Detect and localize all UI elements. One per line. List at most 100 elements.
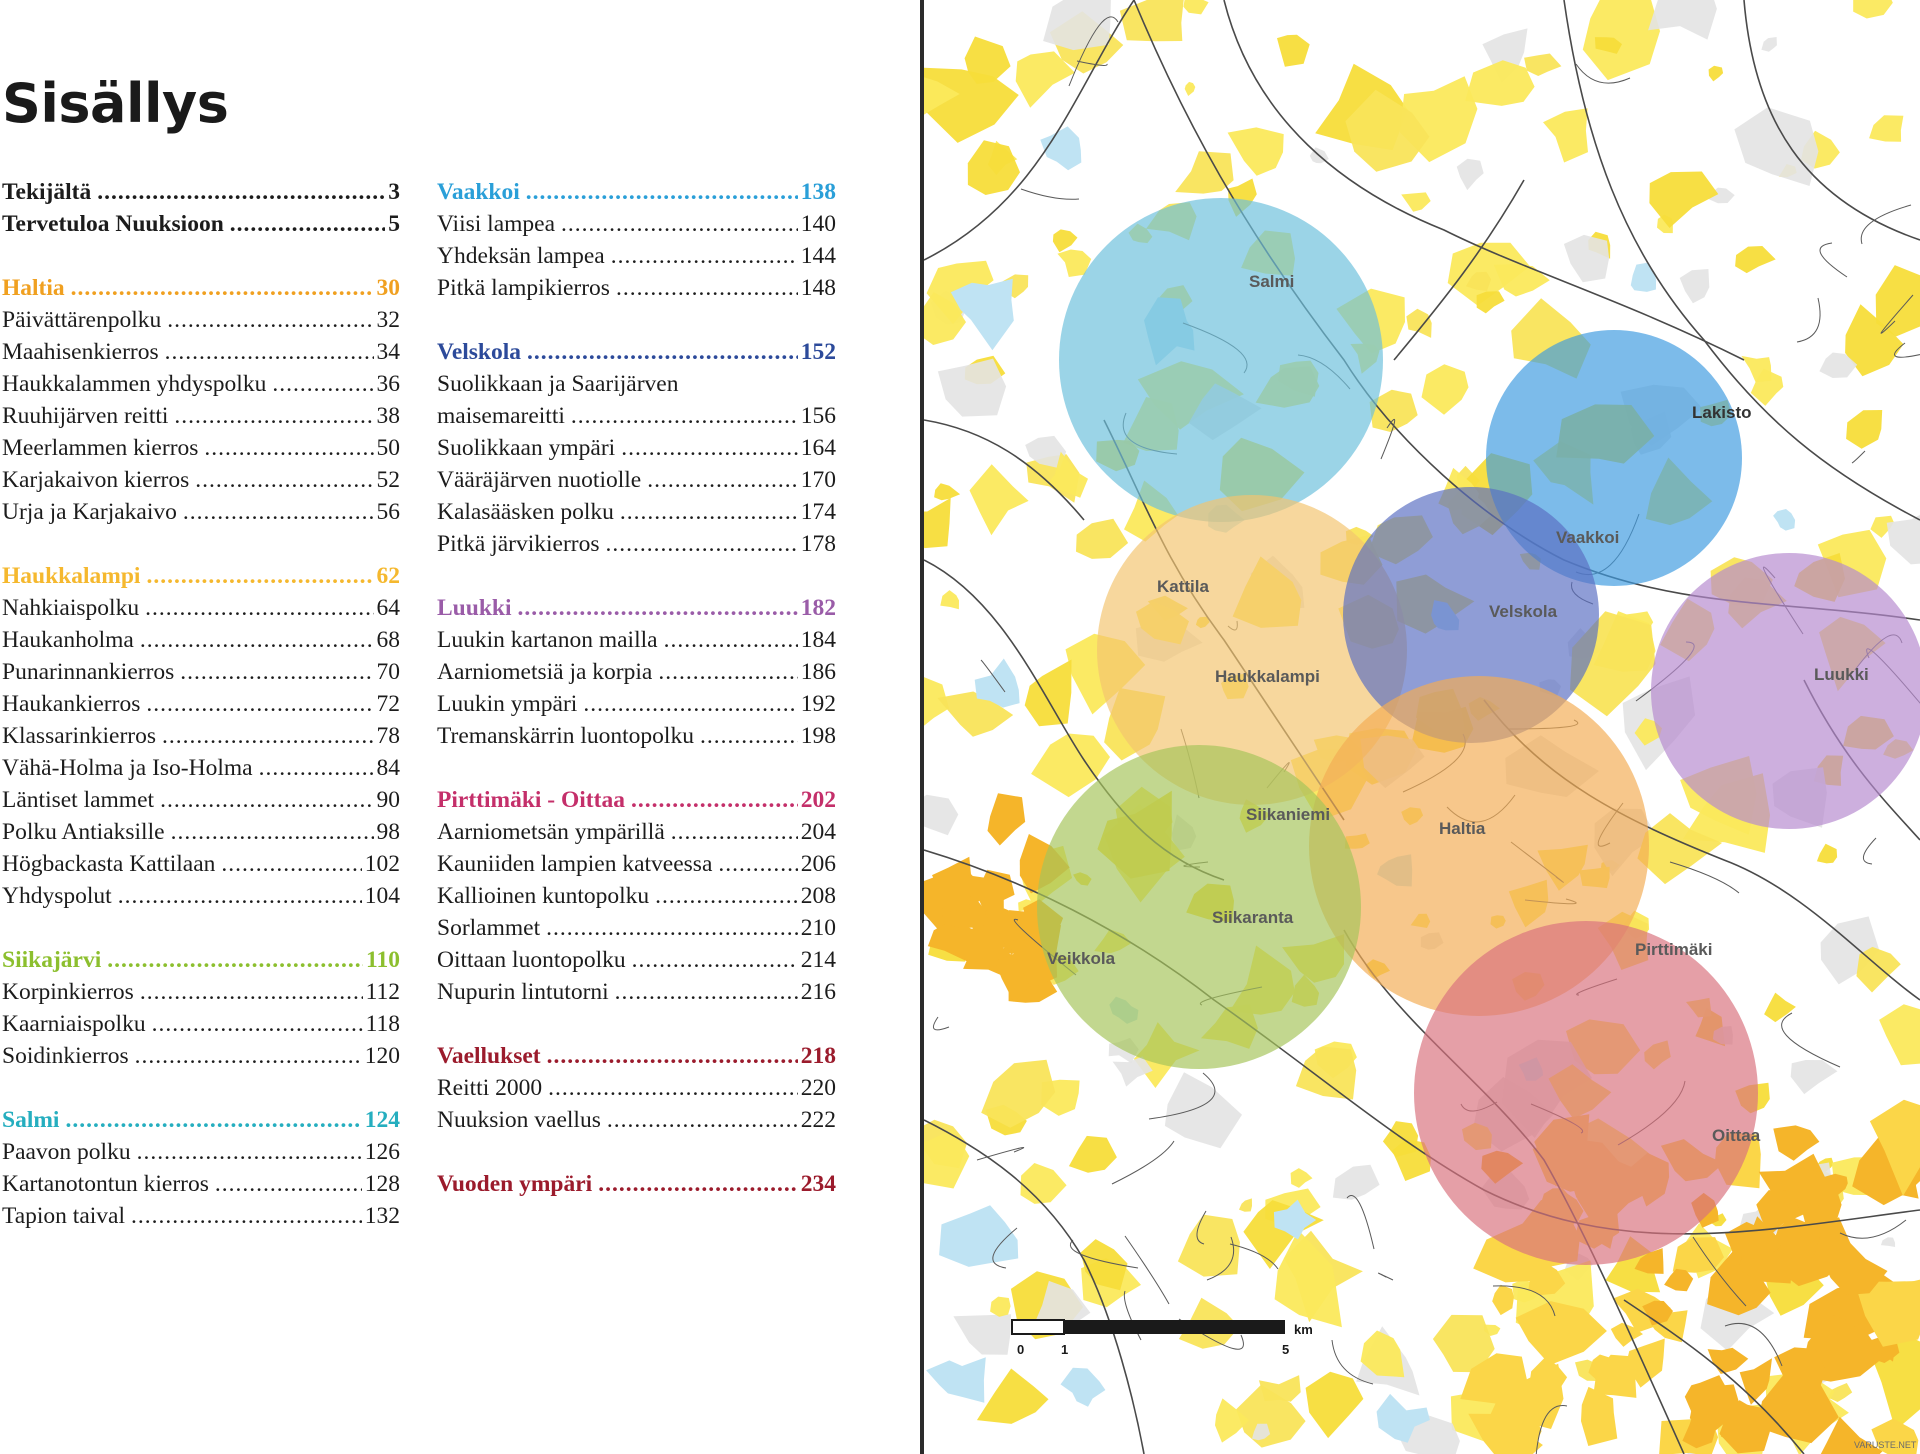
dot-leader (664, 624, 798, 656)
toc-entry-page: 124 (364, 1107, 400, 1133)
toc-entry[interactable]: Yhdeksän lampea 144 (437, 240, 836, 272)
toc-entry-page: 216 (800, 979, 836, 1005)
toc-entry[interactable]: Kauniiden lampien katveessa 206 (437, 848, 836, 880)
toc-entry[interactable]: Polku Antiaksille 98 (2, 816, 400, 848)
toc-entry-title: Paavon polku (2, 1139, 131, 1165)
toc-section-heading[interactable]: Vuoden ympäri 234 (437, 1168, 836, 1200)
toc-section: Haltia 30 Päivättärenpolku 32 Maahisenkierro… (2, 272, 400, 528)
toc-entry[interactable]: Kaarniaispolku 118 (2, 1008, 400, 1040)
toc-entry-title: Nupurin lintutorni (437, 979, 609, 1005)
toc-entry[interactable]: Luukin kartanon mailla 184 (437, 624, 836, 656)
toc-entry[interactable]: Reitti 2000 220 (437, 1072, 836, 1104)
toc-section-heading[interactable]: Vaakkoi 138 (437, 176, 836, 208)
toc-entry-title: Vääräjärven nuotiolle (437, 467, 642, 493)
toc-entry[interactable]: Vähä-Holma ja Iso-Holma 84 (2, 752, 400, 784)
dot-leader (167, 304, 373, 336)
toc-entry[interactable]: Nuuksion vaellus 222 (437, 1104, 836, 1136)
toc-entry-page: 102 (364, 851, 400, 877)
toc-entry[interactable]: Läntiset lammet 90 (2, 784, 400, 816)
toc-entry[interactable]: Vääräjärven nuotiolle 170 (437, 464, 836, 496)
toc-section-heading[interactable]: Luukki 182 (437, 592, 836, 624)
toc-entry[interactable]: Suolikkaan ja Saarijärven (437, 368, 836, 400)
toc-entry[interactable]: Kalasääsken polku 174 (437, 496, 836, 528)
map-area-circle (1414, 921, 1758, 1265)
toc-entry[interactable]: Ruuhijärven reitti 38 (2, 400, 400, 432)
toc-section-heading[interactable]: Tekijältä 3 (2, 176, 400, 208)
toc-section-heading[interactable]: Salmi 124 (2, 1104, 400, 1136)
toc-entry[interactable]: Nupurin lintutorni 216 (437, 976, 836, 1008)
toc-entry[interactable]: Soidinkierros 120 (2, 1040, 400, 1072)
toc-entry-title: Haukkalampi (2, 563, 141, 589)
toc-entry-page: 52 (376, 467, 401, 493)
toc-entry[interactable]: Nahkiaispolku 64 (2, 592, 400, 624)
toc-entry-title: Maahisenkierros (2, 339, 159, 365)
toc-entry-page: 104 (364, 883, 400, 909)
toc-entry[interactable]: maisemareitti 156 (437, 400, 836, 432)
dot-leader (131, 1200, 362, 1232)
toc-entry-title: Kauniiden lampien katveessa (437, 851, 713, 877)
toc-section-heading[interactable]: Tervetuloa Nuuksioon 5 (2, 208, 400, 240)
toc-entry-page: 132 (364, 1203, 400, 1229)
toc-section-heading[interactable]: Pirttimäki - Oittaa 202 (437, 784, 836, 816)
toc-entry[interactable]: Maahisenkierros 34 (2, 336, 400, 368)
map-place-label: Velskola (1489, 602, 1558, 621)
dot-leader (611, 240, 798, 272)
toc-entry[interactable]: Urja ja Karjakaivo 56 (2, 496, 400, 528)
toc-entry[interactable]: Suolikkaan ympäri 164 (437, 432, 836, 464)
toc-entry[interactable]: Punarinnankierros 70 (2, 656, 400, 688)
toc-entry[interactable]: Haukankierros 72 (2, 688, 400, 720)
toc-entry-page: 164 (800, 435, 836, 461)
dot-leader (272, 368, 373, 400)
toc-entry[interactable]: Pitkä lampikierros 148 (437, 272, 836, 304)
toc-entry[interactable]: Aarniometsän ympärillä 204 (437, 816, 836, 848)
toc-entry-title: Läntiset lammet (2, 787, 155, 813)
toc-entry[interactable]: Kartanotontun kierros 128 (2, 1168, 400, 1200)
dot-leader (140, 976, 363, 1008)
toc-section-heading[interactable]: Vaellukset 218 (437, 1040, 836, 1072)
toc-entry[interactable]: Haukanholma 68 (2, 624, 400, 656)
toc-entry[interactable]: Sorlammet 210 (437, 912, 836, 944)
toc-entry-page: 3 (388, 179, 400, 205)
toc-section-heading[interactable]: Haukkalampi 62 (2, 560, 400, 592)
toc-entry-page: 30 (376, 275, 401, 301)
toc-entry[interactable]: Päivättärenpolku 32 (2, 304, 400, 336)
toc-entry[interactable]: Luukin ympäri 192 (437, 688, 836, 720)
toc-entry[interactable]: Paavon polku 126 (2, 1136, 400, 1168)
dot-leader (561, 208, 798, 240)
toc-entry-title: Ruuhijärven reitti (2, 403, 169, 429)
toc-entry[interactable]: Aarniometsiä ja korpia 186 (437, 656, 836, 688)
toc-entry[interactable]: Kallioinen kuntopolku 208 (437, 880, 836, 912)
dot-leader (583, 688, 797, 720)
toc-entry[interactable]: Meerlammen kierros 50 (2, 432, 400, 464)
toc-section-heading[interactable]: Haltia 30 (2, 272, 400, 304)
map-place-label: Veikkola (1047, 949, 1116, 968)
toc-entry[interactable]: Oittaan luontopolku 214 (437, 944, 836, 976)
toc-entry-page: 220 (800, 1075, 836, 1101)
toc-entry[interactable]: Klassarinkierros 78 (2, 720, 400, 752)
toc-entry[interactable]: Pitkä järvikierros 178 (437, 528, 836, 560)
toc-entry[interactable]: Haukkalammen yhdyspolku 36 (2, 368, 400, 400)
toc-entry[interactable]: Karjakaivon kierros 52 (2, 464, 400, 496)
toc-entry-title: Tekijältä (2, 179, 92, 205)
toc-entry[interactable]: Tapion taival 132 (2, 1200, 400, 1232)
toc-entry[interactable]: Korpinkierros 112 (2, 976, 400, 1008)
toc-section-heading[interactable]: Siikajärvi 110 (2, 944, 400, 976)
toc-entry-page: 202 (800, 787, 836, 813)
toc-entry-page: 78 (376, 723, 401, 749)
toc-entry-page: 204 (800, 819, 836, 845)
toc-entry-page: 68 (376, 627, 401, 653)
toc-entry[interactable]: Viisi lampea 140 (437, 208, 836, 240)
dot-leader (107, 944, 363, 976)
toc-entry[interactable]: Högbackasta Kattilaan 102 (2, 848, 400, 880)
watermark: VARUSTE.NET (1854, 1440, 1917, 1450)
toc-entry-title: Punarinnankierros (2, 659, 175, 685)
dot-leader (140, 624, 374, 656)
toc-entry[interactable]: Tremanskärrin luontopolku 198 (437, 720, 836, 752)
toc-entry-page: 64 (376, 595, 401, 621)
toc-section: Vaakkoi 138 Viisi lampea 140 Yhdeksän lampea… (437, 176, 836, 304)
dot-leader (230, 208, 385, 240)
toc-entry[interactable]: Yhdyspolut 104 (2, 880, 400, 912)
toc-section-heading[interactable]: Velskola 152 (437, 336, 836, 368)
dot-leader (162, 720, 373, 752)
map-area-circle (1343, 487, 1599, 743)
